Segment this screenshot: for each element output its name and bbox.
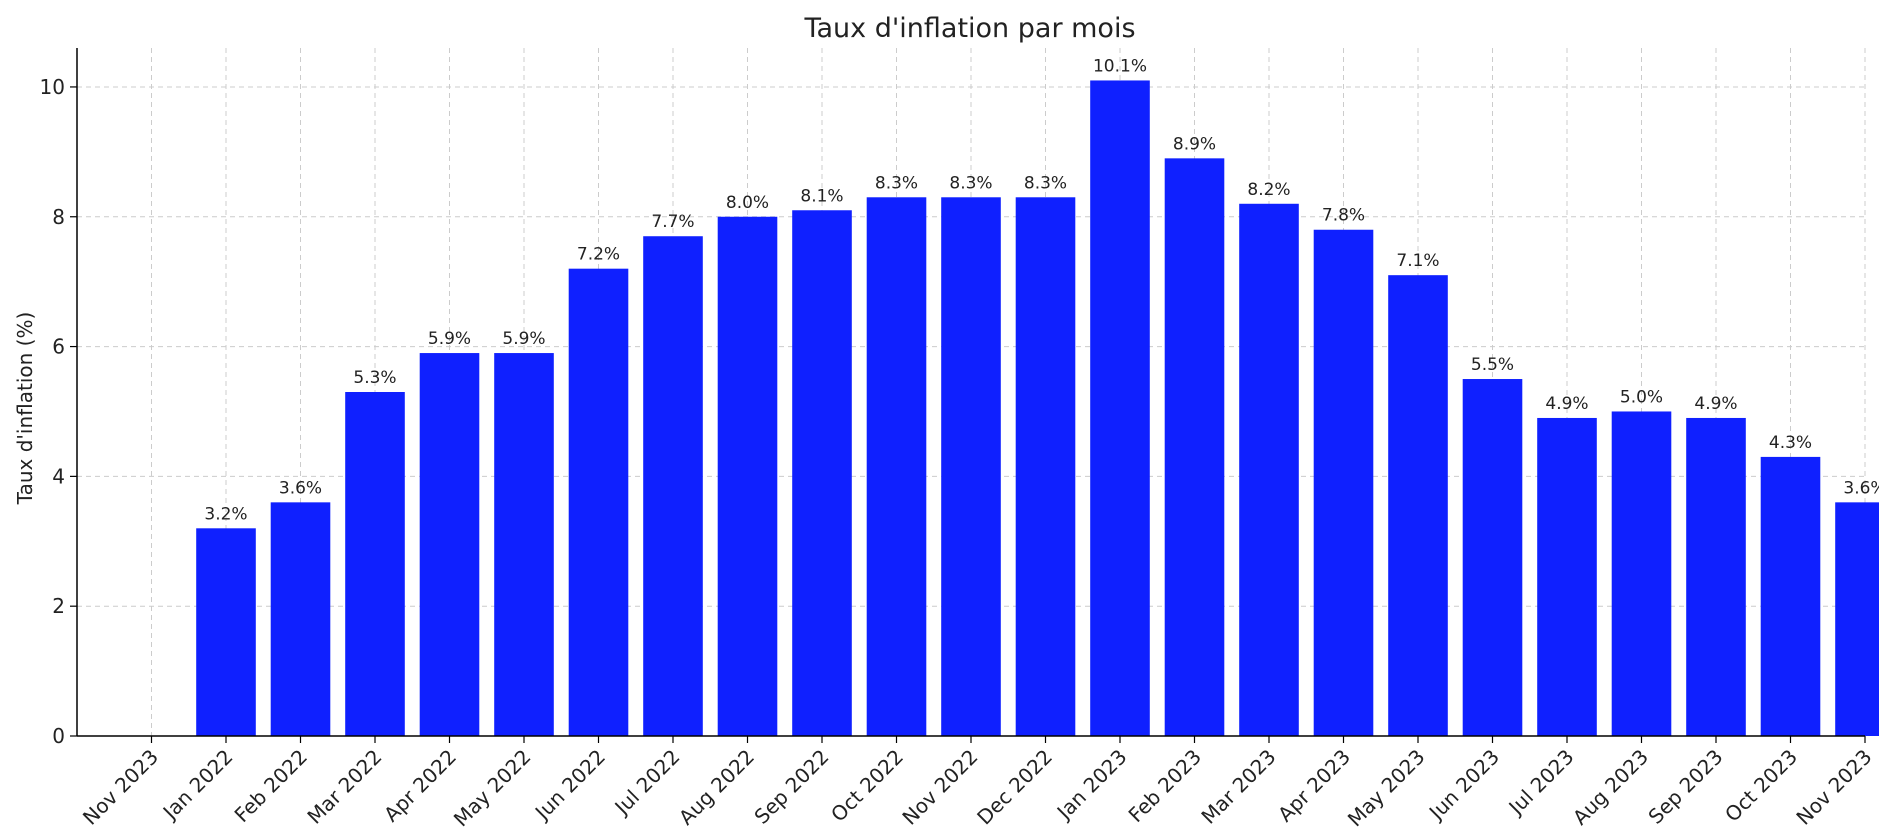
x-tick-label: Sep 2023 (1643, 745, 1727, 829)
bar-value-label: 3.6% (279, 478, 322, 498)
x-tick-label: Dec 2022 (972, 745, 1057, 830)
bar-value-label: 4.3% (1769, 433, 1812, 453)
bar (1164, 158, 1225, 737)
bar-value-label: 5.5% (1471, 355, 1514, 375)
x-tick-label: Oct 2022 (826, 745, 908, 827)
bar (345, 392, 405, 736)
bar (1611, 411, 1672, 736)
bar-value-label: 8.0% (726, 193, 769, 213)
x-tick-label: Nov 2023 (78, 745, 163, 830)
bar-value-label: 8.1% (800, 186, 843, 206)
x-tick-label: Jun 2022 (529, 745, 610, 826)
bar (196, 528, 256, 736)
bar-value-label: 5.9% (428, 329, 471, 349)
x-tick-label: Feb 2023 (1124, 745, 1206, 827)
bar-value-label: 7.8% (1322, 206, 1365, 226)
y-tick-label: 0 (52, 724, 65, 748)
x-tick-label: Sep 2022 (749, 745, 833, 829)
bar (419, 353, 480, 736)
bar (866, 197, 927, 736)
bar-value-label: 7.7% (651, 212, 694, 232)
bar-value-label: 7.1% (1396, 251, 1439, 271)
bar-value-label: 3.2% (204, 504, 247, 524)
x-tick-label: Aug 2022 (674, 745, 759, 830)
bar-value-label: 8.3% (875, 173, 918, 193)
bar (792, 210, 852, 736)
bar (1090, 80, 1150, 737)
bar-value-label: 5.3% (353, 368, 396, 388)
x-tick-label: Mar 2022 (302, 745, 386, 829)
bar (1239, 203, 1299, 737)
x-tick-label: Jan 2022 (157, 745, 238, 826)
bar (1760, 456, 1821, 736)
bar (1686, 417, 1746, 736)
bar-value-label: 8.3% (1024, 173, 1067, 193)
x-tick-label: Jul 2022 (609, 745, 685, 821)
bar-value-label: 4.9% (1694, 394, 1737, 414)
y-tick-label: 2 (52, 594, 65, 618)
bar (494, 353, 554, 736)
axes (70, 48, 1866, 743)
x-tick-label: Mar 2023 (1196, 745, 1280, 829)
bar-value-label: 8.3% (949, 173, 992, 193)
chart-title: Taux d'inflation par mois (803, 13, 1135, 44)
bar-value-label: 7.2% (577, 245, 620, 265)
bar (717, 216, 778, 737)
bar-value-label: 8.2% (1247, 180, 1290, 200)
bar (1015, 197, 1076, 736)
x-tick-label: May 2023 (1343, 745, 1430, 832)
bar-value-label: 5.9% (502, 329, 545, 349)
y-tick-label: 8 (52, 205, 65, 229)
x-tick-label: Aug 2023 (1568, 745, 1653, 830)
bar (1388, 275, 1448, 736)
x-tick-label: Jul 2023 (1503, 745, 1579, 821)
bar-value-label: 5.0% (1620, 387, 1663, 407)
y-tick-label: 10 (40, 75, 65, 99)
y-axis-label: Taux d'inflation (%) (13, 312, 37, 506)
x-tick-label: Nov 2023 (1791, 745, 1876, 830)
bar (270, 502, 331, 736)
bar (1462, 379, 1523, 736)
x-tick-label: Feb 2022 (230, 745, 312, 827)
x-tick-label: Jan 2023 (1051, 745, 1132, 826)
bars (196, 80, 1879, 737)
y-tick-label: 6 (52, 335, 65, 359)
bar (643, 236, 703, 736)
x-tick-label: Jun 2023 (1423, 745, 1504, 826)
bar-value-label: 8.9% (1173, 134, 1216, 154)
bar-value-label: 4.9% (1545, 394, 1588, 414)
bar (1313, 229, 1374, 737)
bar-value-label: 3.6% (1843, 478, 1879, 498)
value-labels: 3.2% 3.6% 5.3% 5.9% 5.9% 7.2% 7.7% 8.0% 8.1% 8.3%… (204, 56, 1879, 524)
bar (1835, 502, 1879, 736)
y-tick-label: 4 (52, 464, 65, 488)
x-tick-label: May 2022 (449, 745, 536, 832)
bar-value-label: 10.1% (1093, 56, 1147, 76)
bar (568, 268, 629, 736)
x-tick-label: Oct 2023 (1720, 745, 1802, 827)
x-tick-label: Nov 2022 (897, 745, 982, 830)
bar (941, 197, 1001, 736)
bar (1537, 417, 1597, 736)
